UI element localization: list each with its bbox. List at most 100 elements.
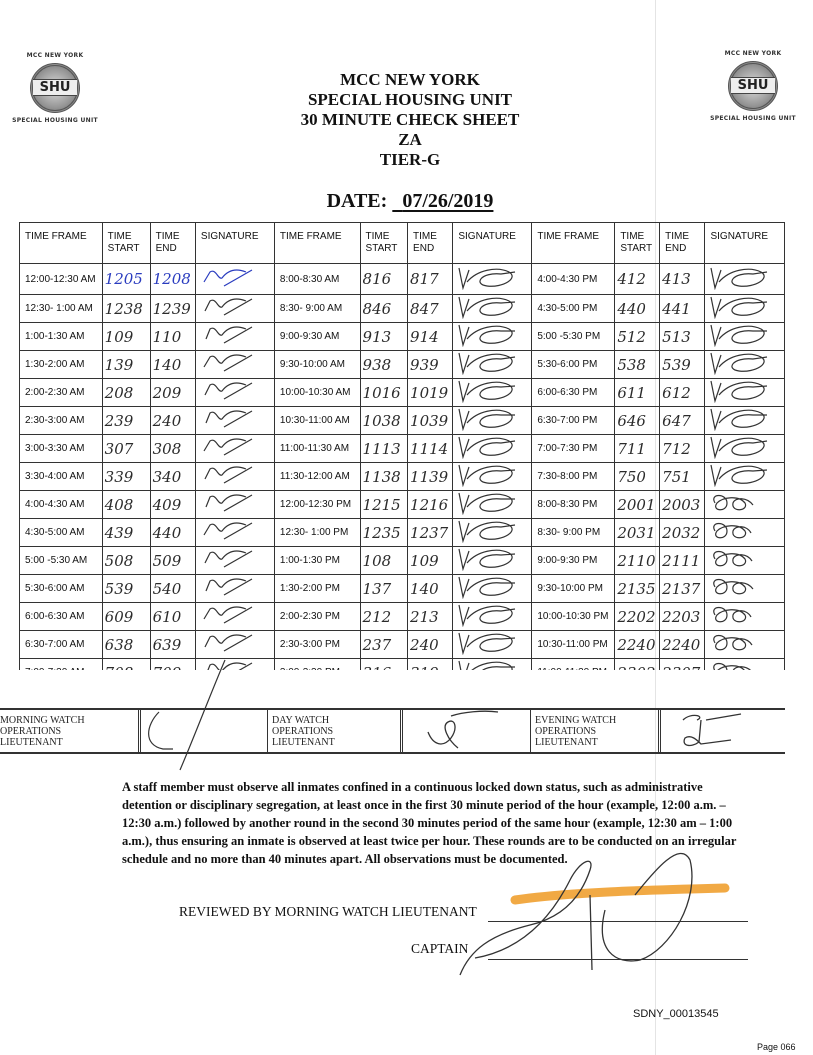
signature-cell[interactable] xyxy=(704,378,785,407)
time-end-cell[interactable]: 639 xyxy=(149,630,196,659)
time-end-cell[interactable]: 939 xyxy=(407,350,454,379)
time-start-cell[interactable]: 316 xyxy=(359,658,409,670)
time-start-cell[interactable]: 139 xyxy=(101,350,151,379)
time-start-cell[interactable]: 1215 xyxy=(359,490,409,519)
time-start-cell[interactable]: 708 xyxy=(101,658,151,670)
time-start-cell[interactable]: 539 xyxy=(101,574,151,603)
signature-cell[interactable] xyxy=(194,263,275,295)
time-start-cell[interactable]: 638 xyxy=(101,630,151,659)
signature-cell[interactable] xyxy=(194,378,275,407)
time-end-cell[interactable]: 1208 xyxy=(149,263,196,295)
time-start-cell[interactable]: 2202 xyxy=(614,602,661,631)
morning-watch-signature[interactable] xyxy=(138,710,268,752)
signature-cell[interactable] xyxy=(704,350,785,379)
time-start-cell[interactable]: 508 xyxy=(101,546,151,575)
signature-cell[interactable] xyxy=(704,322,785,351)
signature-cell[interactable] xyxy=(452,294,533,323)
signature-cell[interactable] xyxy=(704,263,785,295)
time-end-cell[interactable]: 213 xyxy=(407,602,454,631)
time-start-cell[interactable]: 2240 xyxy=(614,630,661,659)
time-start-cell[interactable]: 1205 xyxy=(101,263,151,295)
time-start-cell[interactable]: 1138 xyxy=(359,462,409,491)
signature-cell[interactable] xyxy=(194,294,275,323)
time-end-cell[interactable]: 240 xyxy=(407,630,454,659)
time-end-cell[interactable]: 612 xyxy=(659,378,706,407)
time-start-cell[interactable]: 2135 xyxy=(614,574,661,603)
signature-cell[interactable] xyxy=(452,574,533,603)
signature-cell[interactable] xyxy=(194,462,275,491)
signature-cell[interactable] xyxy=(704,574,785,603)
time-end-cell[interactable]: 2307 xyxy=(659,658,706,670)
time-start-cell[interactable]: 646 xyxy=(614,406,661,435)
time-end-cell[interactable]: 240 xyxy=(149,406,196,435)
signature-cell[interactable] xyxy=(704,518,785,547)
signature-cell[interactable] xyxy=(194,574,275,603)
time-start-cell[interactable]: 750 xyxy=(614,462,661,491)
signature-cell[interactable] xyxy=(452,434,533,463)
time-end-cell[interactable]: 340 xyxy=(149,462,196,491)
time-end-cell[interactable]: 712 xyxy=(659,434,706,463)
time-start-cell[interactable]: 846 xyxy=(359,294,409,323)
time-end-cell[interactable]: 2240 xyxy=(659,630,706,659)
time-start-cell[interactable]: 2302 xyxy=(614,658,661,670)
time-start-cell[interactable]: 109 xyxy=(101,322,151,351)
time-end-cell[interactable]: 2003 xyxy=(659,490,706,519)
time-end-cell[interactable]: 847 xyxy=(407,294,454,323)
signature-cell[interactable] xyxy=(704,490,785,519)
time-start-cell[interactable]: 440 xyxy=(614,294,661,323)
time-end-cell[interactable]: 209 xyxy=(149,378,196,407)
time-start-cell[interactable]: 512 xyxy=(614,322,661,351)
time-end-cell[interactable]: 539 xyxy=(659,350,706,379)
time-end-cell[interactable]: 440 xyxy=(149,518,196,547)
time-end-cell[interactable]: 1139 xyxy=(407,462,454,491)
signature-cell[interactable] xyxy=(452,263,533,295)
time-end-cell[interactable]: 1216 xyxy=(407,490,454,519)
time-end-cell[interactable]: 2137 xyxy=(659,574,706,603)
time-start-cell[interactable]: 408 xyxy=(101,490,151,519)
time-start-cell[interactable]: 239 xyxy=(101,406,151,435)
signature-cell[interactable] xyxy=(452,602,533,631)
time-start-cell[interactable]: 208 xyxy=(101,378,151,407)
time-end-cell[interactable]: 308 xyxy=(149,434,196,463)
signature-cell[interactable] xyxy=(194,658,275,670)
time-start-cell[interactable]: 307 xyxy=(101,434,151,463)
time-start-cell[interactable]: 439 xyxy=(101,518,151,547)
captain-signature-line[interactable] xyxy=(488,959,748,960)
time-start-cell[interactable]: 237 xyxy=(359,630,409,659)
signature-cell[interactable] xyxy=(704,658,785,670)
time-end-cell[interactable]: 540 xyxy=(149,574,196,603)
signature-cell[interactable] xyxy=(704,546,785,575)
time-start-cell[interactable]: 609 xyxy=(101,602,151,631)
time-start-cell[interactable]: 2110 xyxy=(614,546,661,575)
signature-cell[interactable] xyxy=(704,462,785,491)
time-end-cell[interactable]: 2111 xyxy=(659,546,706,575)
time-start-cell[interactable]: 2031 xyxy=(614,518,661,547)
time-start-cell[interactable]: 412 xyxy=(614,263,661,295)
time-start-cell[interactable]: 339 xyxy=(101,462,151,491)
signature-cell[interactable] xyxy=(194,322,275,351)
day-watch-signature[interactable] xyxy=(400,710,531,752)
time-end-cell[interactable]: 817 xyxy=(407,263,454,295)
time-end-cell[interactable]: 2032 xyxy=(659,518,706,547)
evening-watch-signature[interactable] xyxy=(658,710,788,752)
time-end-cell[interactable]: 319 xyxy=(407,658,454,670)
signature-cell[interactable] xyxy=(194,518,275,547)
signature-cell[interactable] xyxy=(194,434,275,463)
signature-cell[interactable] xyxy=(452,630,533,659)
signature-cell[interactable] xyxy=(704,602,785,631)
time-end-cell[interactable]: 610 xyxy=(149,602,196,631)
time-start-cell[interactable]: 212 xyxy=(359,602,409,631)
time-end-cell[interactable]: 1019 xyxy=(407,378,454,407)
time-start-cell[interactable]: 2001 xyxy=(614,490,661,519)
time-start-cell[interactable]: 711 xyxy=(614,434,661,463)
signature-cell[interactable] xyxy=(194,350,275,379)
time-start-cell[interactable]: 1113 xyxy=(359,434,409,463)
signature-cell[interactable] xyxy=(452,378,533,407)
signature-cell[interactable] xyxy=(194,546,275,575)
signature-cell[interactable] xyxy=(452,518,533,547)
signature-cell[interactable] xyxy=(452,658,533,670)
time-start-cell[interactable]: 1235 xyxy=(359,518,409,547)
time-end-cell[interactable]: 2203 xyxy=(659,602,706,631)
time-start-cell[interactable]: 611 xyxy=(614,378,661,407)
time-end-cell[interactable]: 513 xyxy=(659,322,706,351)
